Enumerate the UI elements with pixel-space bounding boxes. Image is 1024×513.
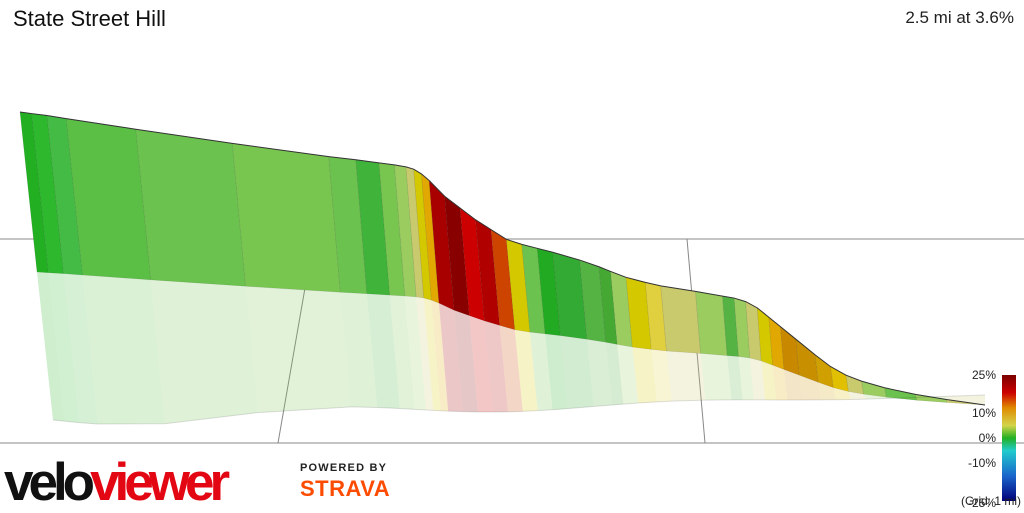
grid-note: (Grid: 1 mi) — [961, 494, 1021, 508]
profile-outline — [19, 111, 986, 406]
profile-shadow-segment — [423, 297, 441, 411]
profile-shadow-segment — [499, 325, 523, 412]
profile-shadow-segment — [340, 292, 378, 408]
profile-shadow-segment — [484, 320, 508, 413]
segment-summary: 2.5 mi at 3.6% — [905, 8, 1014, 27]
profile-shadow-segment — [150, 279, 259, 424]
profile-shadow-segment — [833, 387, 851, 400]
legend-tick-label: 0% — [979, 431, 997, 445]
profile-shadow-segment — [863, 394, 889, 400]
profile-shadow-segment — [469, 315, 493, 413]
profile-shadow-segment — [818, 382, 836, 400]
profile-shadow-segment — [666, 350, 706, 402]
svg-text:veloviewer: veloviewer — [4, 453, 229, 508]
profile-shadow-segment — [529, 332, 553, 411]
legend-tick-label: -10% — [968, 456, 996, 470]
veloviewer-logo-mark: veloviewer — [4, 453, 234, 512]
profile-base-outline — [52, 394, 986, 425]
profile-shadow-segment — [63, 273, 98, 425]
profile-shadow-segment — [416, 296, 434, 411]
powered-by-label: POWERED BY — [300, 462, 388, 474]
profile-shadow-segment — [761, 360, 777, 400]
profile-shadow-segment — [514, 329, 538, 412]
profile-shadow-segment — [738, 356, 754, 400]
strava-brand: STRAVA — [300, 476, 391, 501]
profile-shadow-segment — [784, 369, 803, 400]
profile-shadow-segment — [389, 295, 415, 410]
legend-tick-label: 25% — [972, 368, 996, 382]
profile-axis-lines — [19, 111, 986, 425]
profile-base-face — [37, 272, 985, 425]
grid-line — [277, 287, 306, 444]
legend-tick-label: 10% — [972, 406, 996, 420]
profile-shadow-segment — [404, 296, 426, 410]
gradient-color-bar — [1002, 375, 1016, 501]
profile-shadow-segment — [438, 303, 464, 412]
profile-shadow-segment — [545, 333, 568, 410]
veloviewer-logo[interactable]: veloviewer — [4, 452, 294, 513]
profile-shadow-segment — [749, 358, 766, 400]
segment-title: State Street Hill — [13, 6, 166, 31]
profile-shadow-segment — [366, 293, 400, 409]
powered-by-strava[interactable]: POWERED BY STRAVA — [300, 462, 420, 502]
profile-shadow-segment — [651, 349, 672, 402]
profile-shadow-segment — [617, 344, 639, 405]
profile-shadow-segment — [37, 272, 65, 422]
profile-shadow-segment — [632, 347, 657, 404]
profile-shadow-segment — [727, 355, 743, 400]
gradient-tick-labels: 25% 10% 0% -10% -25% — [968, 368, 996, 510]
profile-shadow-segment — [82, 275, 165, 425]
legend-tick-label: -25% — [968, 496, 996, 510]
profile-shadow-segment — [848, 391, 866, 400]
profile-shadow-segment — [700, 353, 732, 401]
profile-shadow-segment — [245, 286, 352, 413]
profile-shadow-segment — [586, 339, 613, 407]
profile-shadow-segment — [605, 342, 624, 405]
profile-shadow-segment — [799, 375, 821, 400]
profile-shadow-segment — [560, 335, 594, 409]
profile-shadow-segment — [772, 365, 788, 400]
profile-shadow-segment — [431, 300, 449, 412]
profile-shadow-segment — [48, 272, 80, 423]
profile-shadow-segment — [454, 310, 478, 412]
